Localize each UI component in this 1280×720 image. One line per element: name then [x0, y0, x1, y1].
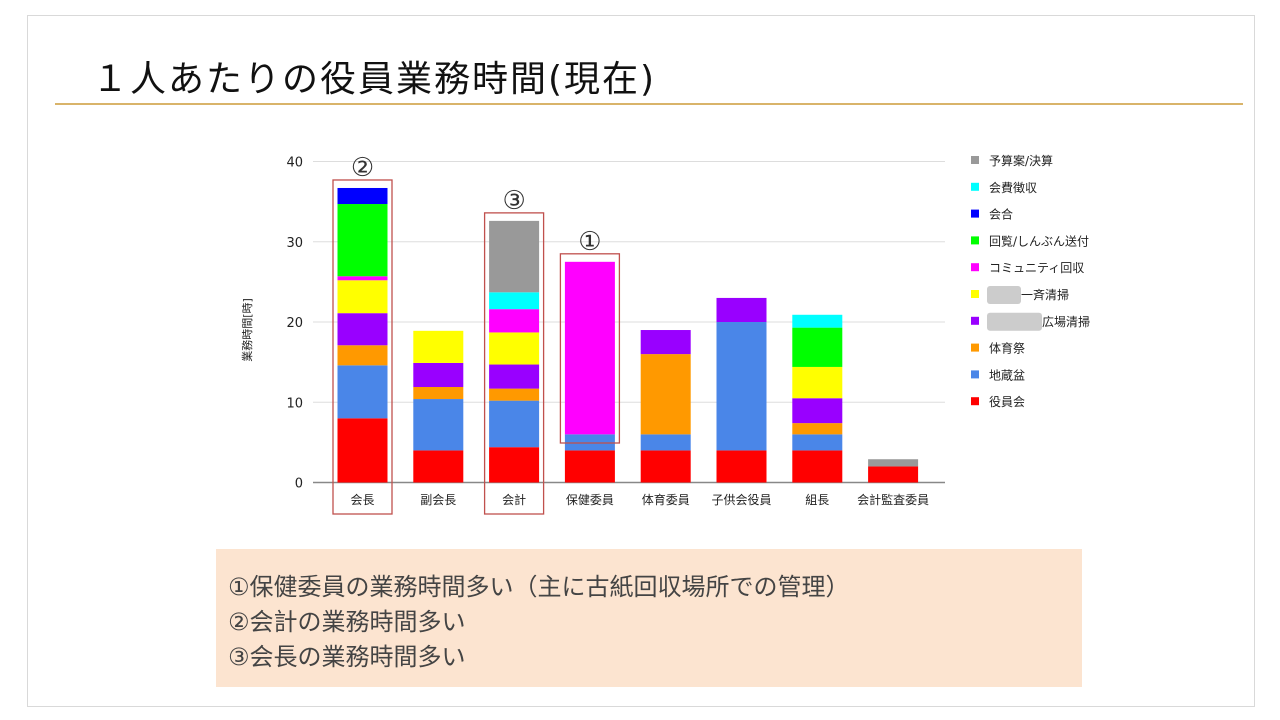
bar-segment	[868, 459, 919, 467]
y-tick-labels: 0 10 20 30 40	[286, 156, 303, 492]
bar-segment	[413, 450, 464, 483]
bar-segment	[489, 332, 540, 365]
legend-swatch	[971, 343, 979, 352]
annotation-number: ①	[578, 227, 601, 257]
bar-segment	[564, 450, 615, 483]
bar-segment	[337, 345, 388, 366]
legend-label: コミュニティ回収	[989, 261, 1084, 275]
y-axis-label: 業務時間[時]	[240, 298, 254, 362]
finding-3: ③会長の業務時間多い	[228, 643, 466, 671]
x-tick-label: 体育委員	[642, 492, 690, 507]
bar-segment	[413, 387, 464, 400]
legend: 予算案/決算会費徴収会合回覧/しんぶん送付コミュニティ回収一斉清掃広場清掃体育祭…	[971, 153, 1090, 409]
legend-swatch	[971, 397, 979, 406]
x-tick-label: 会長	[350, 493, 374, 507]
bar-segment	[337, 418, 388, 483]
y-tick-label: 40	[286, 156, 303, 171]
x-tick-label: 子供会役員	[711, 492, 771, 507]
legend-label: 広場清掃	[1042, 314, 1090, 329]
legend-label: 回覧/しんぶん送付	[989, 233, 1089, 248]
bar-segment	[868, 466, 919, 483]
x-tick-label: 組長	[805, 493, 829, 507]
y-tick-label: 10	[286, 396, 303, 411]
bar-segment	[489, 400, 540, 448]
bar-segment	[792, 423, 843, 435]
bar-segment	[489, 292, 540, 310]
x-tick-label: 会計	[502, 492, 526, 507]
bars	[337, 187, 919, 483]
bar-segment	[413, 362, 464, 388]
bar-segment	[564, 261, 615, 435]
legend-label: 一斉清掃	[1021, 287, 1069, 302]
legend-swatch	[971, 316, 979, 325]
y-tick-label: 20	[286, 316, 303, 331]
redacted-block	[987, 286, 1021, 304]
bar-segment	[640, 330, 691, 355]
x-tick-label: 会計監査委員	[857, 492, 929, 507]
bar-segment	[337, 365, 388, 419]
legend-label: 役員会	[989, 394, 1025, 409]
redacted-block	[987, 312, 1042, 331]
highlight-annotations: ② ③ ①	[332, 153, 621, 515]
bar-segment	[792, 434, 843, 451]
stacked-bar-chart: 会長 副会長 会計 保健委員 体育委員 子供会役員 組長 会計監査委員 0 10 20 30 40 ②…	[240, 153, 1090, 515]
bar-segment	[640, 354, 691, 435]
bar-segment	[413, 330, 464, 363]
legend-swatch	[971, 263, 979, 272]
legend-label: 体育祭	[989, 341, 1025, 356]
bar-segment	[413, 399, 464, 451]
legend-label: 予算案/決算	[989, 153, 1053, 168]
annotation-number: ③	[502, 186, 525, 216]
slide-title: １人あたりの役員業務時間(現在)	[92, 59, 657, 100]
bar-segment	[337, 187, 388, 205]
y-tick-label: 30	[286, 236, 303, 251]
legend-label: 会合	[989, 207, 1013, 222]
finding-1: ①保健委員の業務時間多い（主に古紙回収場所での管理）	[228, 573, 850, 601]
bar-segment	[337, 280, 388, 314]
bar-segment	[716, 297, 767, 322]
bar-segment	[792, 450, 843, 483]
x-tick-labels: 会長 副会長 会計 保健委員 体育委員 子供会役員 組長 会計監査委員	[350, 492, 929, 507]
highlight-box	[332, 179, 393, 515]
x-tick-label: 保健委員	[566, 493, 614, 507]
annotation-number: ②	[351, 153, 374, 183]
bar-segment	[489, 364, 540, 389]
bar-segment	[337, 204, 388, 277]
bar-segment	[337, 276, 388, 281]
legend-label: 会費徴収	[989, 180, 1037, 195]
bar-segment	[640, 434, 691, 451]
legend-swatch	[971, 236, 979, 245]
title-underline	[55, 103, 1243, 105]
highlight-box	[559, 253, 621, 444]
legend-swatch	[971, 370, 979, 379]
x-tick-label: 副会長	[420, 493, 456, 507]
findings-box: ①保健委員の業務時間多い（主に古紙回収場所での管理） ②会計の業務時間多い ③会…	[216, 549, 1082, 687]
legend-swatch	[971, 209, 979, 218]
gridlines	[313, 161, 945, 484]
bar-segment	[792, 398, 843, 424]
bar-segment	[337, 313, 388, 346]
bar-segment	[716, 450, 767, 483]
bar-segment	[489, 220, 540, 293]
legend-label: 地蔵盆	[989, 368, 1025, 382]
bar-segment	[792, 327, 843, 367]
bar-segment	[792, 314, 843, 328]
bar-segment	[489, 309, 540, 333]
bar-segment	[489, 447, 540, 483]
highlight-box	[483, 212, 545, 515]
finding-2: ②会計の業務時間多い	[228, 608, 466, 636]
legend-swatch	[971, 290, 979, 298]
bar-segment	[640, 450, 691, 483]
legend-swatch	[971, 156, 979, 164]
y-tick-label: 0	[295, 477, 303, 492]
legend-swatch	[971, 182, 979, 191]
bar-segment	[489, 388, 540, 401]
bar-segment	[716, 322, 767, 451]
bar-segment	[792, 366, 843, 399]
